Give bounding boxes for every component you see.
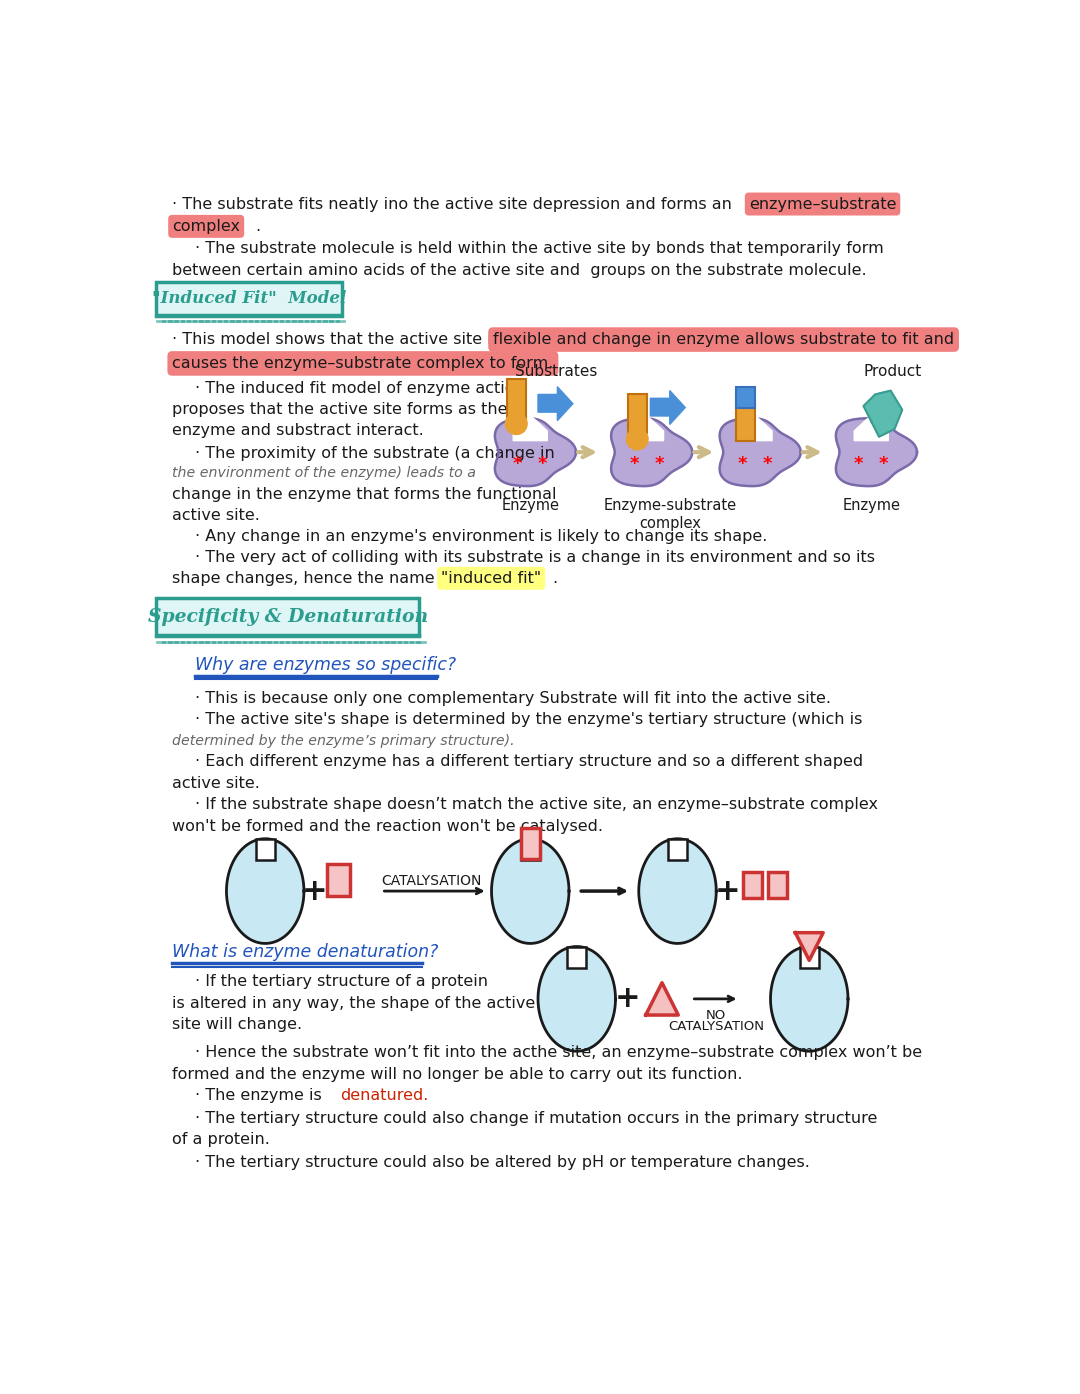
Polygon shape: [495, 418, 576, 487]
Text: *: *: [879, 454, 889, 473]
Text: Enzyme: Enzyme: [842, 499, 901, 513]
Text: · The tertiary structure could also change if mutation occurs in the primary str: · The tertiary structure could also chan…: [195, 1111, 878, 1125]
Bar: [507, 379, 526, 418]
Bar: [327, 864, 350, 896]
Polygon shape: [611, 418, 692, 487]
Text: +: +: [615, 984, 640, 1013]
Bar: [768, 871, 786, 898]
Polygon shape: [738, 415, 772, 441]
Text: of a protein.: of a protein.: [172, 1132, 270, 1147]
Text: the environment of the enzyme) leads to a: the environment of the enzyme) leads to …: [172, 466, 476, 480]
Text: denatured.: denatured.: [340, 1089, 429, 1103]
Text: CATALYSATION: CATALYSATION: [669, 1020, 765, 1033]
Circle shape: [505, 413, 527, 435]
Text: *: *: [630, 454, 639, 473]
Text: +: +: [302, 877, 327, 906]
Text: · If the tertiary structure of a protein: · If the tertiary structure of a protein: [195, 974, 488, 990]
Text: active site.: active site.: [172, 775, 260, 790]
Text: · The induced fit model of enzyme action: · The induced fit model of enzyme action: [195, 382, 525, 396]
Text: What is enzyme denaturation?: What is enzyme denaturation?: [172, 944, 438, 962]
Text: · The tertiary structure could also be altered by pH or temperature changes.: · The tertiary structure could also be a…: [195, 1156, 810, 1170]
Text: won't be formed and the reaction won't be catalysed.: won't be formed and the reaction won't b…: [172, 818, 604, 834]
Polygon shape: [491, 839, 569, 944]
Bar: [669, 839, 687, 860]
Text: · The active site's shape is determined by the enzyme's tertiary structure (whic: · The active site's shape is determined …: [195, 712, 863, 728]
Text: *: *: [738, 454, 747, 473]
Polygon shape: [538, 947, 616, 1051]
Text: "Induced Fit"  Model: "Induced Fit" Model: [151, 290, 346, 308]
Text: Why are enzymes so specific?: Why are enzymes so specific?: [195, 657, 457, 675]
Bar: [567, 947, 586, 967]
Polygon shape: [638, 839, 716, 944]
Bar: [521, 839, 540, 860]
Polygon shape: [836, 418, 917, 487]
Polygon shape: [630, 415, 663, 441]
Text: Enzyme: Enzyme: [501, 499, 559, 513]
Text: flexible and change in enzyme allows substrate to fit and: flexible and change in enzyme allows sub…: [494, 332, 954, 347]
Text: · Hence the substrate won’t fit into the acthe site, an enzyme–substrate complex: · Hence the substrate won’t fit into the…: [195, 1046, 922, 1059]
Bar: [743, 871, 762, 898]
Text: · Any change in an enzyme's environment is likely to change its shape.: · Any change in an enzyme's environment …: [195, 530, 768, 544]
Text: *: *: [762, 454, 772, 473]
Polygon shape: [538, 386, 572, 421]
Bar: [521, 828, 540, 859]
Bar: [627, 395, 647, 434]
FancyBboxPatch shape: [156, 598, 419, 636]
FancyBboxPatch shape: [156, 282, 342, 316]
Polygon shape: [864, 390, 902, 436]
Text: enzyme–substrate: enzyme–substrate: [748, 197, 896, 212]
Bar: [737, 406, 755, 441]
Text: · The substrate molecule is held within the active site by bonds that temporaril: · The substrate molecule is held within …: [195, 241, 885, 256]
Polygon shape: [770, 947, 848, 1051]
Text: CATALYSATION: CATALYSATION: [381, 874, 482, 888]
Polygon shape: [227, 839, 303, 944]
Text: · The very act of colliding with its substrate is a change in its environment an: · The very act of colliding with its sub…: [195, 551, 876, 565]
Text: site will change.: site will change.: [172, 1018, 302, 1033]
Text: formed and the enzyme will no longer be able to carry out its function.: formed and the enzyme will no longer be …: [172, 1066, 743, 1082]
Text: causes the enzyme–substrate complex to form.: causes the enzyme–substrate complex to f…: [172, 355, 554, 371]
Polygon shape: [650, 390, 685, 424]
Text: is altered in any way, the shape of the active: is altered in any way, the shape of the …: [172, 995, 536, 1011]
Polygon shape: [795, 933, 823, 960]
Text: determined by the enzyme’s primary structure).: determined by the enzyme’s primary struc…: [172, 735, 515, 749]
Text: · The enzyme is: · The enzyme is: [195, 1089, 322, 1103]
Text: enzyme and substract interact.: enzyme and substract interact.: [172, 422, 424, 438]
Polygon shape: [719, 418, 800, 487]
Text: Substrates: Substrates: [515, 364, 597, 379]
Text: Specificity & Denaturation: Specificity & Denaturation: [148, 608, 428, 626]
Text: · The substrate fits neatly ino the active site depression and forms an: · The substrate fits neatly ino the acti…: [172, 197, 732, 212]
Text: Product: Product: [864, 364, 921, 379]
Text: · Each different enzyme has a different tertiary structure and so a different sh: · Each different enzyme has a different …: [195, 754, 864, 769]
Circle shape: [626, 428, 648, 450]
Text: *: *: [513, 454, 523, 473]
Text: "induced fit": "induced fit": [441, 570, 541, 585]
Text: · This is because only one complementary Substrate will fit into the active site: · This is because only one complementary…: [195, 691, 832, 705]
Text: *: *: [654, 454, 663, 473]
Text: active site.: active site.: [172, 507, 260, 523]
Polygon shape: [646, 983, 678, 1015]
Text: Enzyme-substrate
complex: Enzyme-substrate complex: [604, 499, 737, 531]
Text: complex: complex: [172, 219, 240, 234]
Text: shape changes, hence the name: shape changes, hence the name: [172, 570, 435, 585]
Bar: [256, 839, 274, 860]
Text: *: *: [854, 454, 864, 473]
Bar: [800, 947, 819, 967]
Text: · If the substrate shape doesn’t match the active site, an enzyme–substrate comp: · If the substrate shape doesn’t match t…: [195, 797, 878, 813]
Polygon shape: [854, 415, 889, 441]
Text: between certain amino acids of the active site and  groups on the substrate mole: between certain amino acids of the activ…: [172, 262, 867, 277]
Text: .: .: [552, 570, 557, 585]
Text: .: .: [255, 219, 260, 234]
Text: · The proximity of the substrate (a change in: · The proximity of the substrate (a chan…: [195, 446, 555, 461]
Bar: [737, 386, 755, 408]
Text: +: +: [715, 877, 741, 906]
Text: change in the enzyme that forms the functional: change in the enzyme that forms the func…: [172, 487, 556, 502]
Polygon shape: [513, 415, 548, 441]
Text: NO: NO: [706, 1009, 727, 1022]
Text: *: *: [538, 454, 548, 473]
Text: · This model shows that the active site is: · This model shows that the active site …: [172, 332, 500, 347]
Text: proposes that the active site forms as the: proposes that the active site forms as t…: [172, 401, 508, 417]
